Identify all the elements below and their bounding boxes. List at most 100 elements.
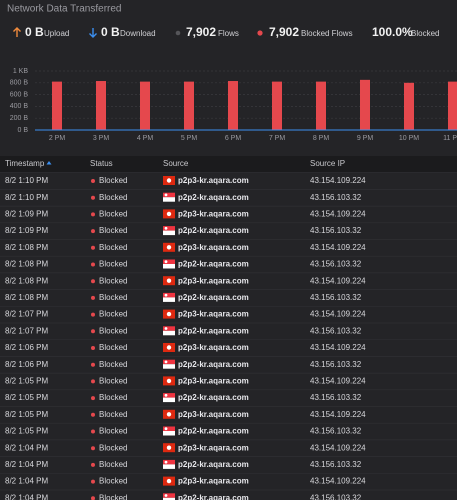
source-ip: 43.156.103.32 [310,360,362,369]
stat-value: 0 B [25,25,44,39]
timestamp: 8/2 1:05 PM [5,377,48,386]
stat-value: 7,902 [186,25,216,39]
x-tick-label: 6 PM [225,135,242,142]
timestamp: 8/2 1:04 PM [5,443,48,452]
flag-sg-moon [164,360,168,364]
flag-sg-bottom [163,264,175,269]
status-dot [91,429,95,434]
source: p2p2-kr.aqara.com [178,427,249,436]
source: p2p3-kr.aqara.com [178,377,249,386]
chart: 0 B 200 B 400 B 600 B 800 B 1 KB 2 PM 3 PM 4 PM 5… [10,68,457,142]
column-header: Source IP [310,159,345,168]
status: Blocked [99,460,127,469]
source-ip: 43.156.103.32 [310,493,362,500]
y-tick-label: 800 B [10,80,29,87]
flag-hk-flower [166,445,172,450]
bar [272,81,282,130]
source-ip: 43.156.103.32 [310,293,362,302]
upload-icon [13,27,21,37]
source-ip: 43.154.109.224 [310,276,366,285]
source: p2p2-kr.aqara.com [178,293,249,302]
flag-hk-flower [166,178,172,183]
source-ip: 43.154.109.224 [310,343,366,352]
source-ip: 43.154.109.224 [310,210,366,219]
source-ip: 43.156.103.32 [310,427,362,436]
flag-sg-moon [164,427,168,431]
status-dot [91,212,95,217]
bar [184,81,194,130]
source: p2p3-kr.aqara.com [178,477,249,486]
timestamp: 8/2 1:05 PM [5,410,48,419]
flag-sg-top [163,459,175,465]
status-dot [91,362,95,367]
source: p2p3-kr.aqara.com [178,310,249,319]
stat-value: 7,902 [269,25,299,39]
flag-hk-flower [166,345,172,350]
timestamp: 8/2 1:10 PM [5,193,48,202]
status: Blocked [99,427,127,436]
timestamp: 8/2 1:07 PM [5,310,48,319]
bar [228,81,238,130]
timestamp: 8/2 1:07 PM [5,326,48,335]
status: Blocked [99,410,127,419]
status: Blocked [99,193,127,202]
source-ip: 43.154.109.224 [310,243,366,252]
source: p2p2-kr.aqara.com [178,260,249,269]
source-ip: 43.156.103.32 [310,193,362,202]
flag-sg-top [163,426,175,431]
status: Blocked [99,477,127,486]
status-dot [91,496,95,500]
bar [96,81,106,130]
flag-sg-top [163,493,175,498]
flag-sg-moon [164,260,168,264]
source-ip: 43.156.103.32 [310,393,362,402]
source-ip: 43.154.109.224 [310,410,366,419]
timestamp: 8/2 1:08 PM [5,243,48,252]
status: Blocked [99,443,127,452]
source-ip: 43.154.109.224 [310,477,366,486]
source-ip: 43.156.103.32 [310,460,362,469]
source: p2p2-kr.aqara.com [178,460,249,469]
flag-hk-flower [166,478,172,484]
source: p2p2-kr.aqara.com [178,226,249,235]
column-header: Source [163,159,189,168]
status-dot [91,229,95,234]
status-dot [91,396,95,401]
y-tick-label: 400 B [10,103,29,110]
stat-label: Blocked [411,29,439,38]
flag-sg-moon [164,293,168,297]
status-dot [91,479,95,484]
source-ip: 43.154.109.224 [310,176,366,185]
status-dot [91,329,95,334]
flag-sg-top [163,259,175,264]
source-ip: 43.156.103.32 [310,326,362,335]
bar [140,81,150,130]
x-tick-label: 4 PM [137,135,154,142]
status-dot [91,179,95,183]
timestamp: 8/2 1:09 PM [5,210,48,219]
timestamp: 8/2 1:06 PM [5,360,48,369]
source: p2p3-kr.aqara.com [178,443,249,452]
flag-sg-moon [164,460,168,464]
flag-sg-bottom [163,197,175,202]
x-tick-label: 11 PM [443,135,457,142]
flag-sg-top [163,393,175,398]
source: p2p2-kr.aqara.com [178,360,249,369]
status: Blocked [99,393,127,402]
status-dot [91,245,95,250]
flag-sg-moon [164,494,168,497]
x-tick-label: 2 PM [49,135,66,142]
flag-hk-flower [166,311,172,317]
timestamp: 8/2 1:04 PM [5,477,48,486]
status-dot [91,295,95,300]
source: p2p3-kr.aqara.com [178,276,249,285]
y-tick-label: 600 B [10,91,29,98]
flag-sg-moon [164,193,168,197]
status: Blocked [99,326,127,335]
table-header-band [0,156,457,172]
flag-sg-moon [164,327,168,330]
timestamp: 8/2 1:08 PM [5,260,48,269]
bar [404,82,414,130]
source: p2p3-kr.aqara.com [178,343,249,352]
